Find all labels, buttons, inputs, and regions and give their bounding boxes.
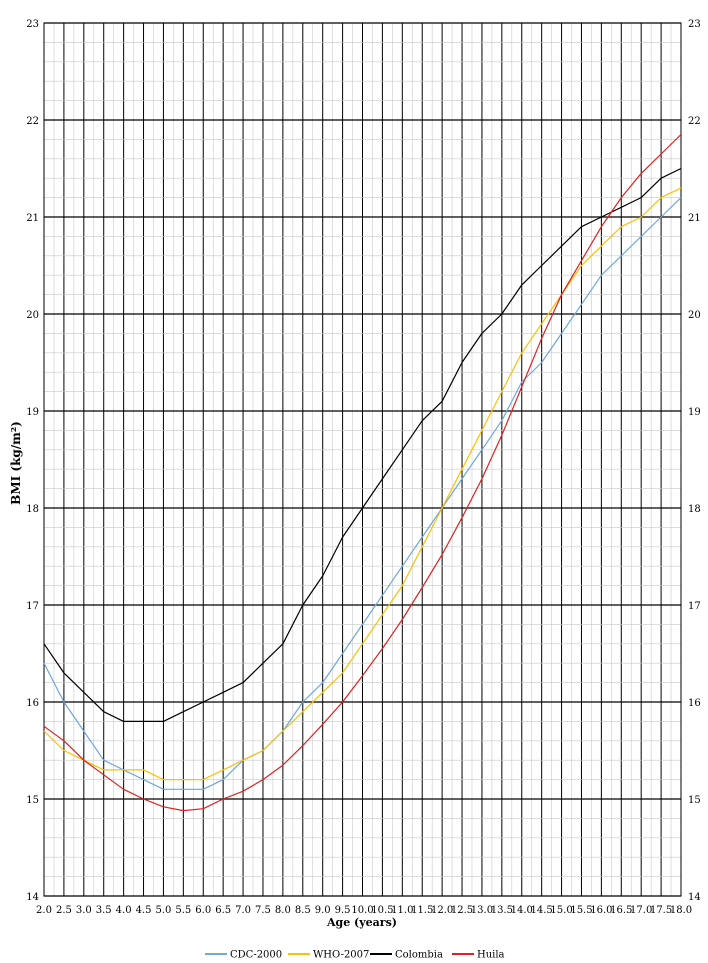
y-tick-label-right: 17 (688, 601, 701, 612)
tick-labels: 2.0 2.5 3.0 3.5 4.0 4.5 5.0 5.5 6.0 6.5 7.0 7.5 8.0 8… (26, 19, 700, 916)
x-tick-label: 4.5 (136, 905, 152, 916)
plot-frame (43, 22, 682, 897)
y-tick-label-right: 22 (688, 116, 701, 127)
legend-label: WHO-2007 (313, 950, 369, 961)
x-tick-label: 4.0 (116, 905, 132, 916)
x-tick-label: 6.5 (215, 905, 231, 916)
y-tick-label-left: 19 (26, 407, 39, 418)
y-tick-label-right: 21 (688, 213, 701, 224)
x-tick-label: 18.0 (670, 905, 692, 916)
y-tick-label-right: 20 (688, 310, 701, 321)
y-tick-label-left: 18 (26, 504, 39, 515)
x-tick-label: 8.5 (295, 905, 311, 916)
y-tick-label-left: 20 (26, 310, 39, 321)
series-line-cdc-2000 (43, 197, 682, 790)
x-tick-label: 15.5 (570, 905, 592, 916)
x-tick-label: 17.0 (630, 905, 652, 916)
x-tick-label: 13.0 (471, 905, 493, 916)
x-tick-label: 16.0 (590, 905, 612, 916)
legend-label: Colombia (395, 950, 443, 961)
x-tick-label: 3.0 (76, 905, 92, 916)
y-tick-label-left: 14 (26, 892, 39, 903)
x-tick-label: 11.0 (391, 905, 413, 916)
legend-label: CDC-2000 (230, 950, 282, 961)
x-tick-label: 10.5 (371, 905, 393, 916)
x-tick-label: 15.0 (550, 905, 572, 916)
y-axis-label: BMI (kg/m²) (9, 421, 23, 505)
x-tick-label: 10.0 (351, 905, 373, 916)
x-tick-label: 14.0 (511, 905, 533, 916)
y-tick-label-left: 17 (26, 601, 39, 612)
grid (43, 22, 682, 897)
x-tick-label: 12.0 (431, 905, 453, 916)
x-tick-label: 14.5 (531, 905, 553, 916)
y-tick-label-right: 18 (688, 504, 701, 515)
series-line-huila (43, 134, 682, 812)
series-lines (43, 134, 682, 812)
x-tick-label: 2.5 (56, 905, 72, 916)
x-tick-label: 16.5 (610, 905, 632, 916)
x-tick-label: 5.0 (155, 905, 171, 916)
y-tick-label-right: 16 (688, 698, 701, 709)
y-tick-label-left: 23 (26, 19, 39, 30)
series-line-colombia (43, 167, 682, 723)
legend: CDC-2000 WHO-2007 Colombia Huila (205, 950, 505, 961)
series-line-who-2007 (43, 187, 682, 781)
x-axis-label: Age (years) (326, 916, 397, 929)
x-tick-label: 9.0 (315, 905, 331, 916)
y-tick-label-left: 15 (26, 795, 39, 806)
x-tick-label: 2.0 (36, 905, 52, 916)
x-tick-label: 11.5 (411, 905, 433, 916)
y-tick-label-right: 15 (688, 795, 701, 806)
x-tick-label: 6.0 (195, 905, 211, 916)
x-tick-label: 8.0 (275, 905, 291, 916)
x-tick-label: 7.5 (255, 905, 271, 916)
y-tick-label-left: 16 (26, 698, 39, 709)
x-tick-label: 5.5 (175, 905, 191, 916)
y-tick-label-right: 19 (688, 407, 701, 418)
y-tick-label-right: 23 (688, 19, 701, 30)
x-tick-label: 7.0 (235, 905, 251, 916)
x-tick-label: 9.5 (335, 905, 351, 916)
x-tick-label: 17.5 (650, 905, 672, 916)
y-tick-label-right: 14 (688, 892, 701, 903)
y-tick-label-left: 21 (26, 213, 39, 224)
legend-label: Huila (477, 950, 505, 961)
x-tick-label: 13.5 (491, 905, 513, 916)
x-tick-label: 12.5 (451, 905, 473, 916)
x-tick-label: 3.5 (96, 905, 112, 916)
y-tick-label-left: 22 (26, 116, 39, 127)
